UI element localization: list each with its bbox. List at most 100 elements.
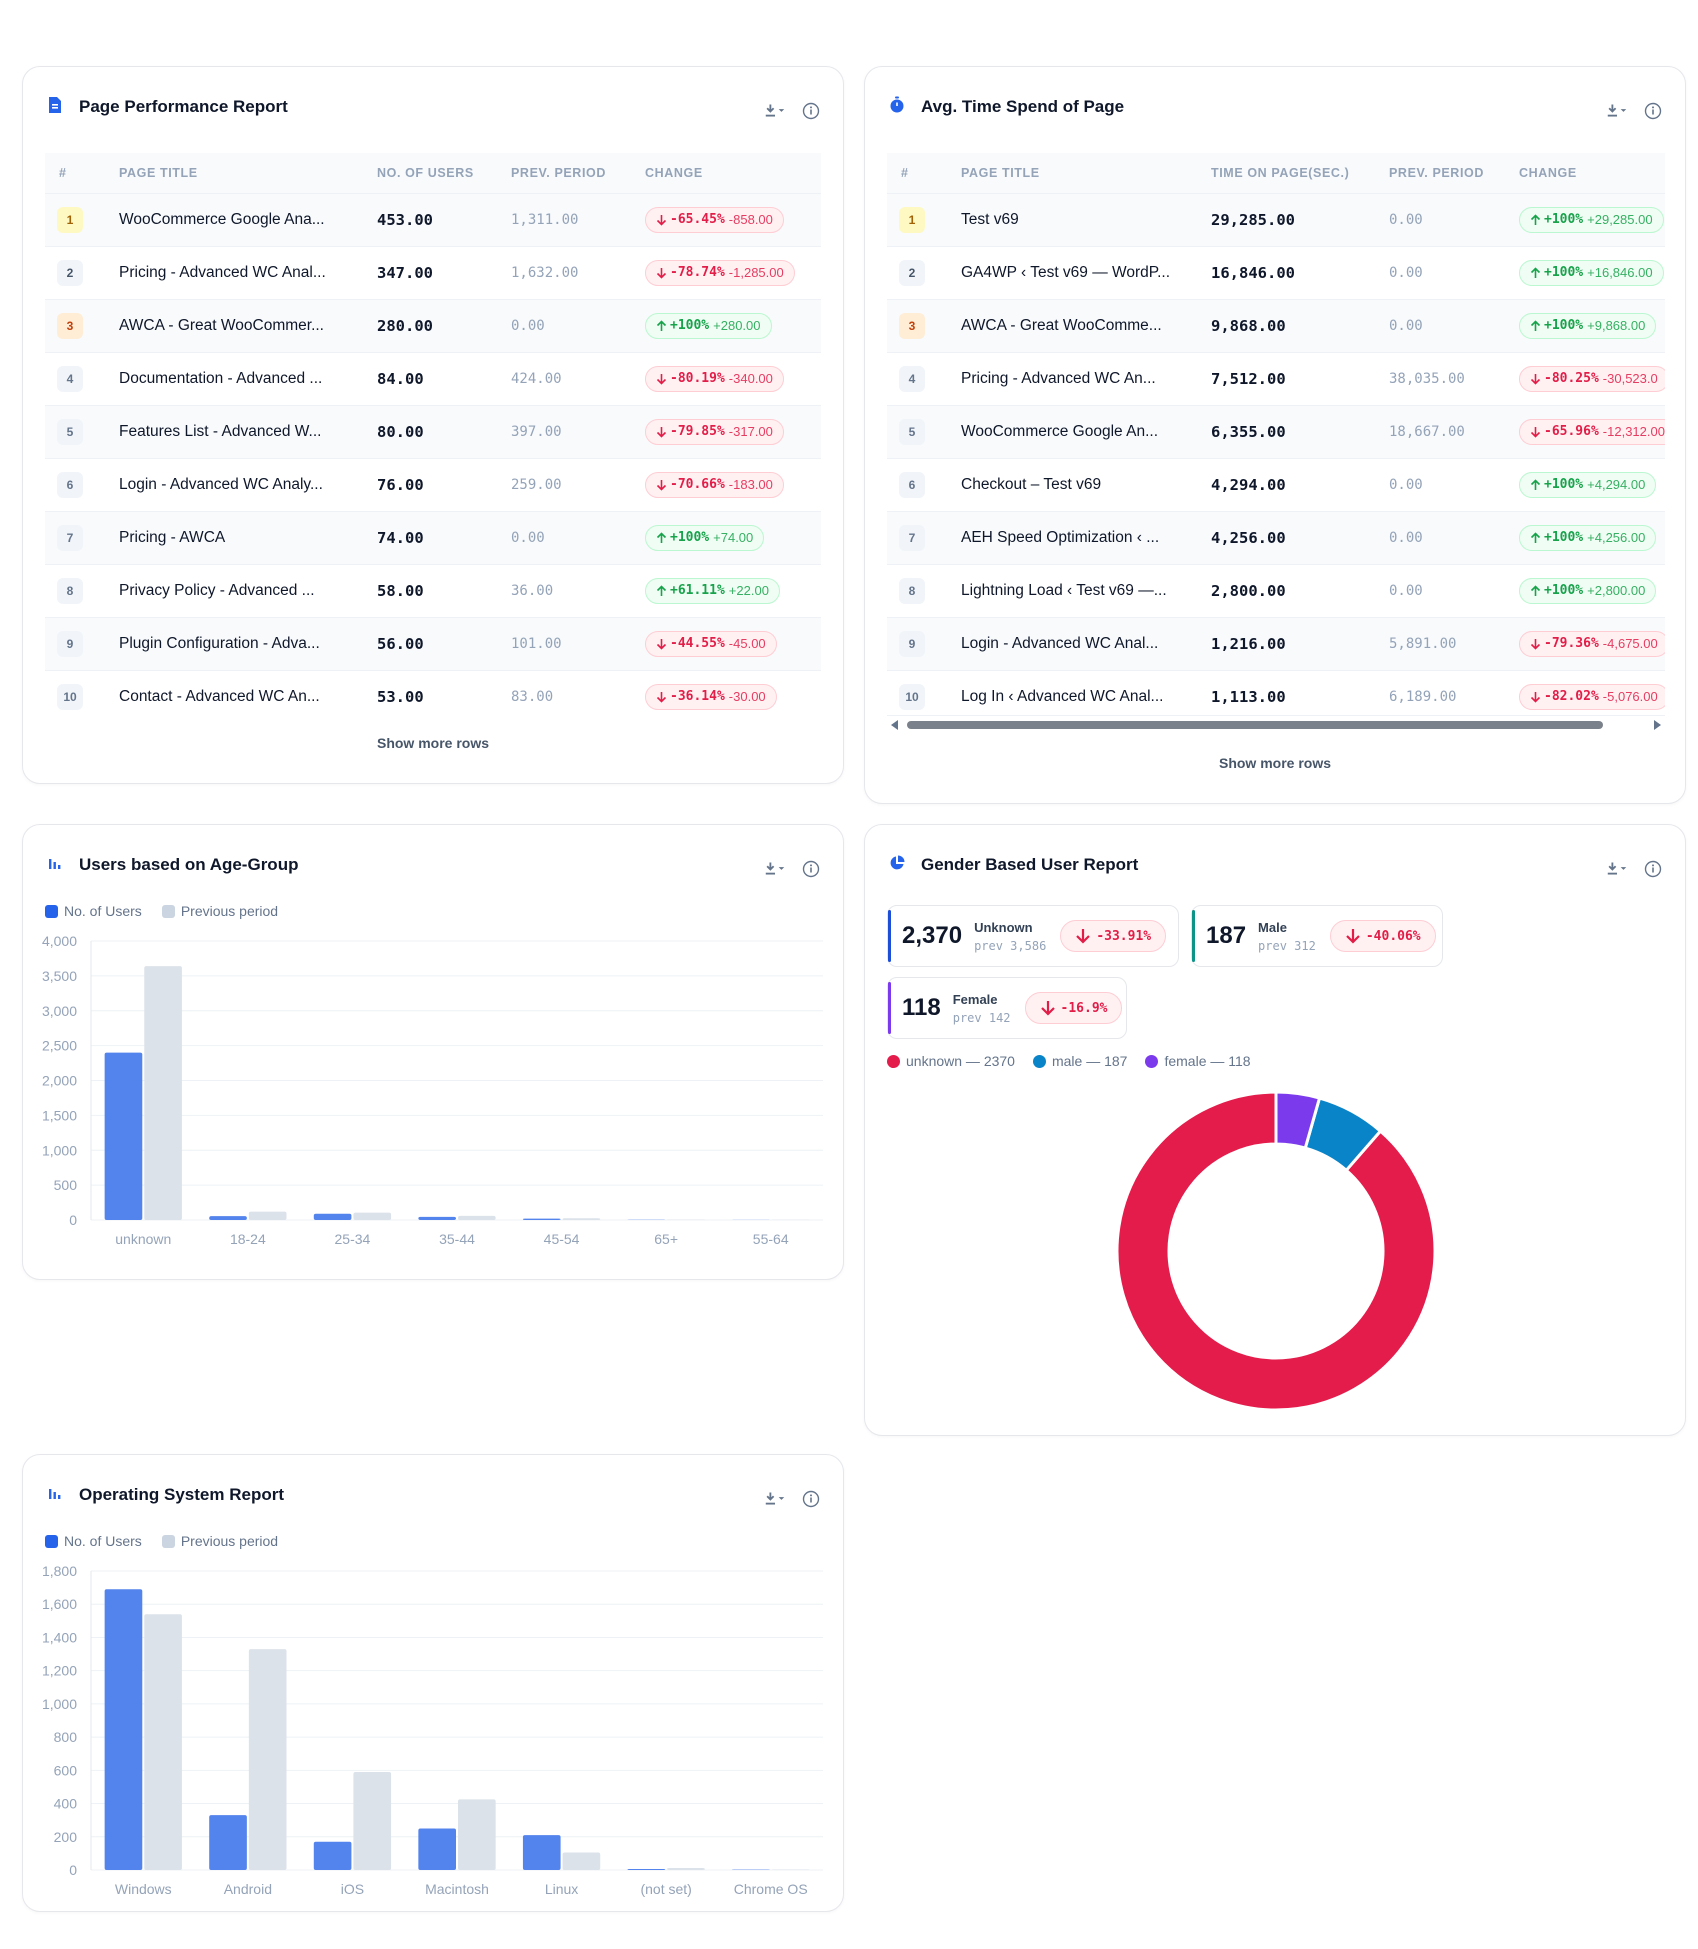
bar-users[interactable]: [104, 1052, 143, 1220]
col-prev-period[interactable]: PREV. PERIOD: [1381, 153, 1511, 193]
info-icon[interactable]: [799, 99, 823, 123]
bar-previous[interactable]: [353, 1771, 392, 1870]
page-title-cell[interactable]: Pricing - AWCA: [111, 510, 369, 564]
table-row[interactable]: 5 Features List - Advanced W... 80.00 397.0…: [45, 404, 821, 458]
page-title-cell[interactable]: Test v69: [953, 192, 1203, 246]
col-time-on-page[interactable]: TIME ON PAGE(SEC.): [1203, 153, 1381, 193]
page-title-cell[interactable]: WooCommerce Google An...: [953, 404, 1203, 458]
table-row[interactable]: 9 Login - Advanced WC Anal... 1,216.00 5,89…: [887, 616, 1665, 670]
col-prev-period[interactable]: PREV. PERIOD: [503, 153, 637, 193]
download-icon[interactable]: [1605, 857, 1629, 881]
table-row[interactable]: 8 Privacy Policy - Advanced ... 58.00 36.00…: [45, 563, 821, 617]
prev-period-cell: 0.00: [1381, 298, 1511, 352]
table-row[interactable]: 7 Pricing - AWCA 74.00 0.00 +100% +74.00: [45, 510, 821, 564]
table-row[interactable]: 1 Test v69 29,285.00 0.00 +100% +29,285.00: [887, 192, 1665, 246]
scroll-right-icon[interactable]: [1654, 720, 1661, 730]
legend-item-unknown[interactable]: unknown — 2370: [887, 1053, 1015, 1069]
col-users[interactable]: NO. OF USERS: [369, 153, 503, 193]
table-row[interactable]: 5 WooCommerce Google An... 6,355.00 18,667.…: [887, 404, 1665, 458]
scroll-left-icon[interactable]: [891, 720, 898, 730]
page-title-cell[interactable]: Plugin Configuration - Adva...: [111, 616, 369, 670]
page-title-cell[interactable]: Login - Advanced WC Analy...: [111, 457, 369, 511]
table-row[interactable]: 6 Checkout – Test v69 4,294.00 0.00 +100% +4,…: [887, 457, 1665, 511]
bar-users[interactable]: [209, 1815, 247, 1870]
page-title-cell[interactable]: Pricing - Advanced WC An...: [953, 351, 1203, 405]
bar-previous[interactable]: [144, 1614, 182, 1870]
col-change[interactable]: CHANGE: [1511, 153, 1665, 193]
table-row[interactable]: 1 WooCommerce Google Ana... 453.00 1,311.00…: [45, 192, 821, 246]
table-row[interactable]: 9 Plugin Configuration - Adva... 56.00 101.…: [45, 616, 821, 670]
legend-item-previous[interactable]: Previous period: [161, 1533, 278, 1549]
bar-users[interactable]: [627, 1869, 666, 1870]
page-title-cell[interactable]: Checkout – Test v69: [953, 457, 1203, 511]
change-badge: -36.14% -30.00: [645, 683, 777, 710]
bar-previous[interactable]: [562, 1852, 601, 1870]
page-title-cell[interactable]: AEH Speed Optimization ‹ ...: [953, 510, 1203, 564]
page-title-cell[interactable]: Login - Advanced WC Anal...: [953, 616, 1203, 670]
bar-users[interactable]: [313, 1213, 352, 1220]
table-row[interactable]: 2 GA4WP ‹ Test v69 — WordP... 16,846.00 0.0…: [887, 245, 1665, 299]
scroll-thumb[interactable]: [907, 721, 1603, 729]
table-row[interactable]: 2 Pricing - Advanced WC Anal... 347.00 1,63…: [45, 245, 821, 299]
y-tick-label: 1,800: [42, 1563, 77, 1579]
horizontal-scrollbar[interactable]: [887, 715, 1665, 733]
bar-previous[interactable]: [353, 1212, 392, 1220]
page-title-cell[interactable]: GA4WP ‹ Test v69 — WordP...: [953, 245, 1203, 299]
show-more-rows-button[interactable]: Show more rows: [1218, 755, 1332, 771]
page-title-cell[interactable]: WooCommerce Google Ana...: [111, 192, 369, 246]
bar-previous[interactable]: [458, 1215, 496, 1220]
table-row[interactable]: 10 Log In ‹ Advanced WC Anal... 1,113.00 6,…: [887, 669, 1665, 723]
legend-item-male[interactable]: male — 187: [1032, 1053, 1127, 1069]
info-icon[interactable]: [799, 1487, 823, 1511]
bar-users[interactable]: [313, 1841, 352, 1870]
bar-previous[interactable]: [248, 1211, 287, 1220]
page-title-cell[interactable]: Lightning Load ‹ Test v69 —...: [953, 563, 1203, 617]
bar-previous[interactable]: [248, 1649, 287, 1870]
table-row[interactable]: 10 Contact - Advanced WC An... 53.00 83.00-…: [45, 669, 821, 723]
table-row[interactable]: 4 Documentation - Advanced ... 84.00 424.00…: [45, 351, 821, 405]
legend-item-previous[interactable]: Previous period: [161, 903, 278, 919]
table-row[interactable]: 3 AWCA - Great WooCommer... 280.00 0.00 +100…: [45, 298, 821, 352]
bar-previous[interactable]: [562, 1218, 601, 1220]
col-rank[interactable]: #: [45, 153, 111, 193]
page-title-cell[interactable]: Documentation - Advanced ...: [111, 351, 369, 405]
legend-item-users[interactable]: No. of Users: [45, 1533, 142, 1549]
download-icon[interactable]: [763, 1487, 787, 1511]
col-page-title[interactable]: PAGE TITLE: [111, 153, 369, 193]
bar-previous[interactable]: [458, 1799, 496, 1870]
legend-item-users[interactable]: No. of Users: [45, 903, 142, 919]
page-title-cell[interactable]: Features List - Advanced W...: [111, 404, 369, 458]
download-icon[interactable]: [1605, 99, 1629, 123]
info-icon[interactable]: [1641, 99, 1665, 123]
table-row[interactable]: 4 Pricing - Advanced WC An... 7,512.00 38,0…: [887, 351, 1665, 405]
bar-users[interactable]: [418, 1828, 456, 1870]
donut-slice-female[interactable]: [1274, 1090, 1322, 1150]
bar-previous[interactable]: [144, 966, 182, 1220]
page-title-cell[interactable]: AWCA - Great WooCommer...: [111, 298, 369, 352]
page-title-cell[interactable]: Pricing - Advanced WC Anal...: [111, 245, 369, 299]
table-row[interactable]: 7 AEH Speed Optimization ‹ ... 4,256.00 0.0…: [887, 510, 1665, 564]
col-rank[interactable]: #: [887, 153, 953, 193]
col-change[interactable]: CHANGE: [637, 153, 821, 193]
page-title-cell[interactable]: AWCA - Great WooComme...: [953, 298, 1203, 352]
page-title-cell[interactable]: Contact - Advanced WC An...: [111, 669, 369, 723]
page-title-cell[interactable]: Privacy Policy - Advanced ...: [111, 563, 369, 617]
col-page-title[interactable]: PAGE TITLE: [953, 153, 1203, 193]
show-more-rows-button[interactable]: Show more rows: [376, 735, 490, 751]
page-title-cell[interactable]: Log In ‹ Advanced WC Anal...: [953, 669, 1203, 723]
table-row[interactable]: 3 AWCA - Great WooComme... 9,868.00 0.00 +10…: [887, 298, 1665, 352]
info-icon[interactable]: [1641, 857, 1665, 881]
info-icon[interactable]: [799, 857, 823, 881]
table-row[interactable]: 6 Login - Advanced WC Analy... 76.00 259.00…: [45, 457, 821, 511]
legend-item-female[interactable]: female — 118: [1145, 1053, 1251, 1069]
bar-users[interactable]: [104, 1589, 143, 1870]
bar-users[interactable]: [522, 1218, 561, 1220]
bar-previous[interactable]: [667, 1868, 705, 1870]
donut-slice-unknown[interactable]: [1115, 1090, 1437, 1412]
download-icon[interactable]: [763, 857, 787, 881]
table-row[interactable]: 8 Lightning Load ‹ Test v69 —... 2,800.00 0…: [887, 563, 1665, 617]
bar-users[interactable]: [209, 1216, 247, 1220]
bar-users[interactable]: [418, 1216, 456, 1220]
download-icon[interactable]: [763, 99, 787, 123]
bar-users[interactable]: [522, 1835, 561, 1870]
